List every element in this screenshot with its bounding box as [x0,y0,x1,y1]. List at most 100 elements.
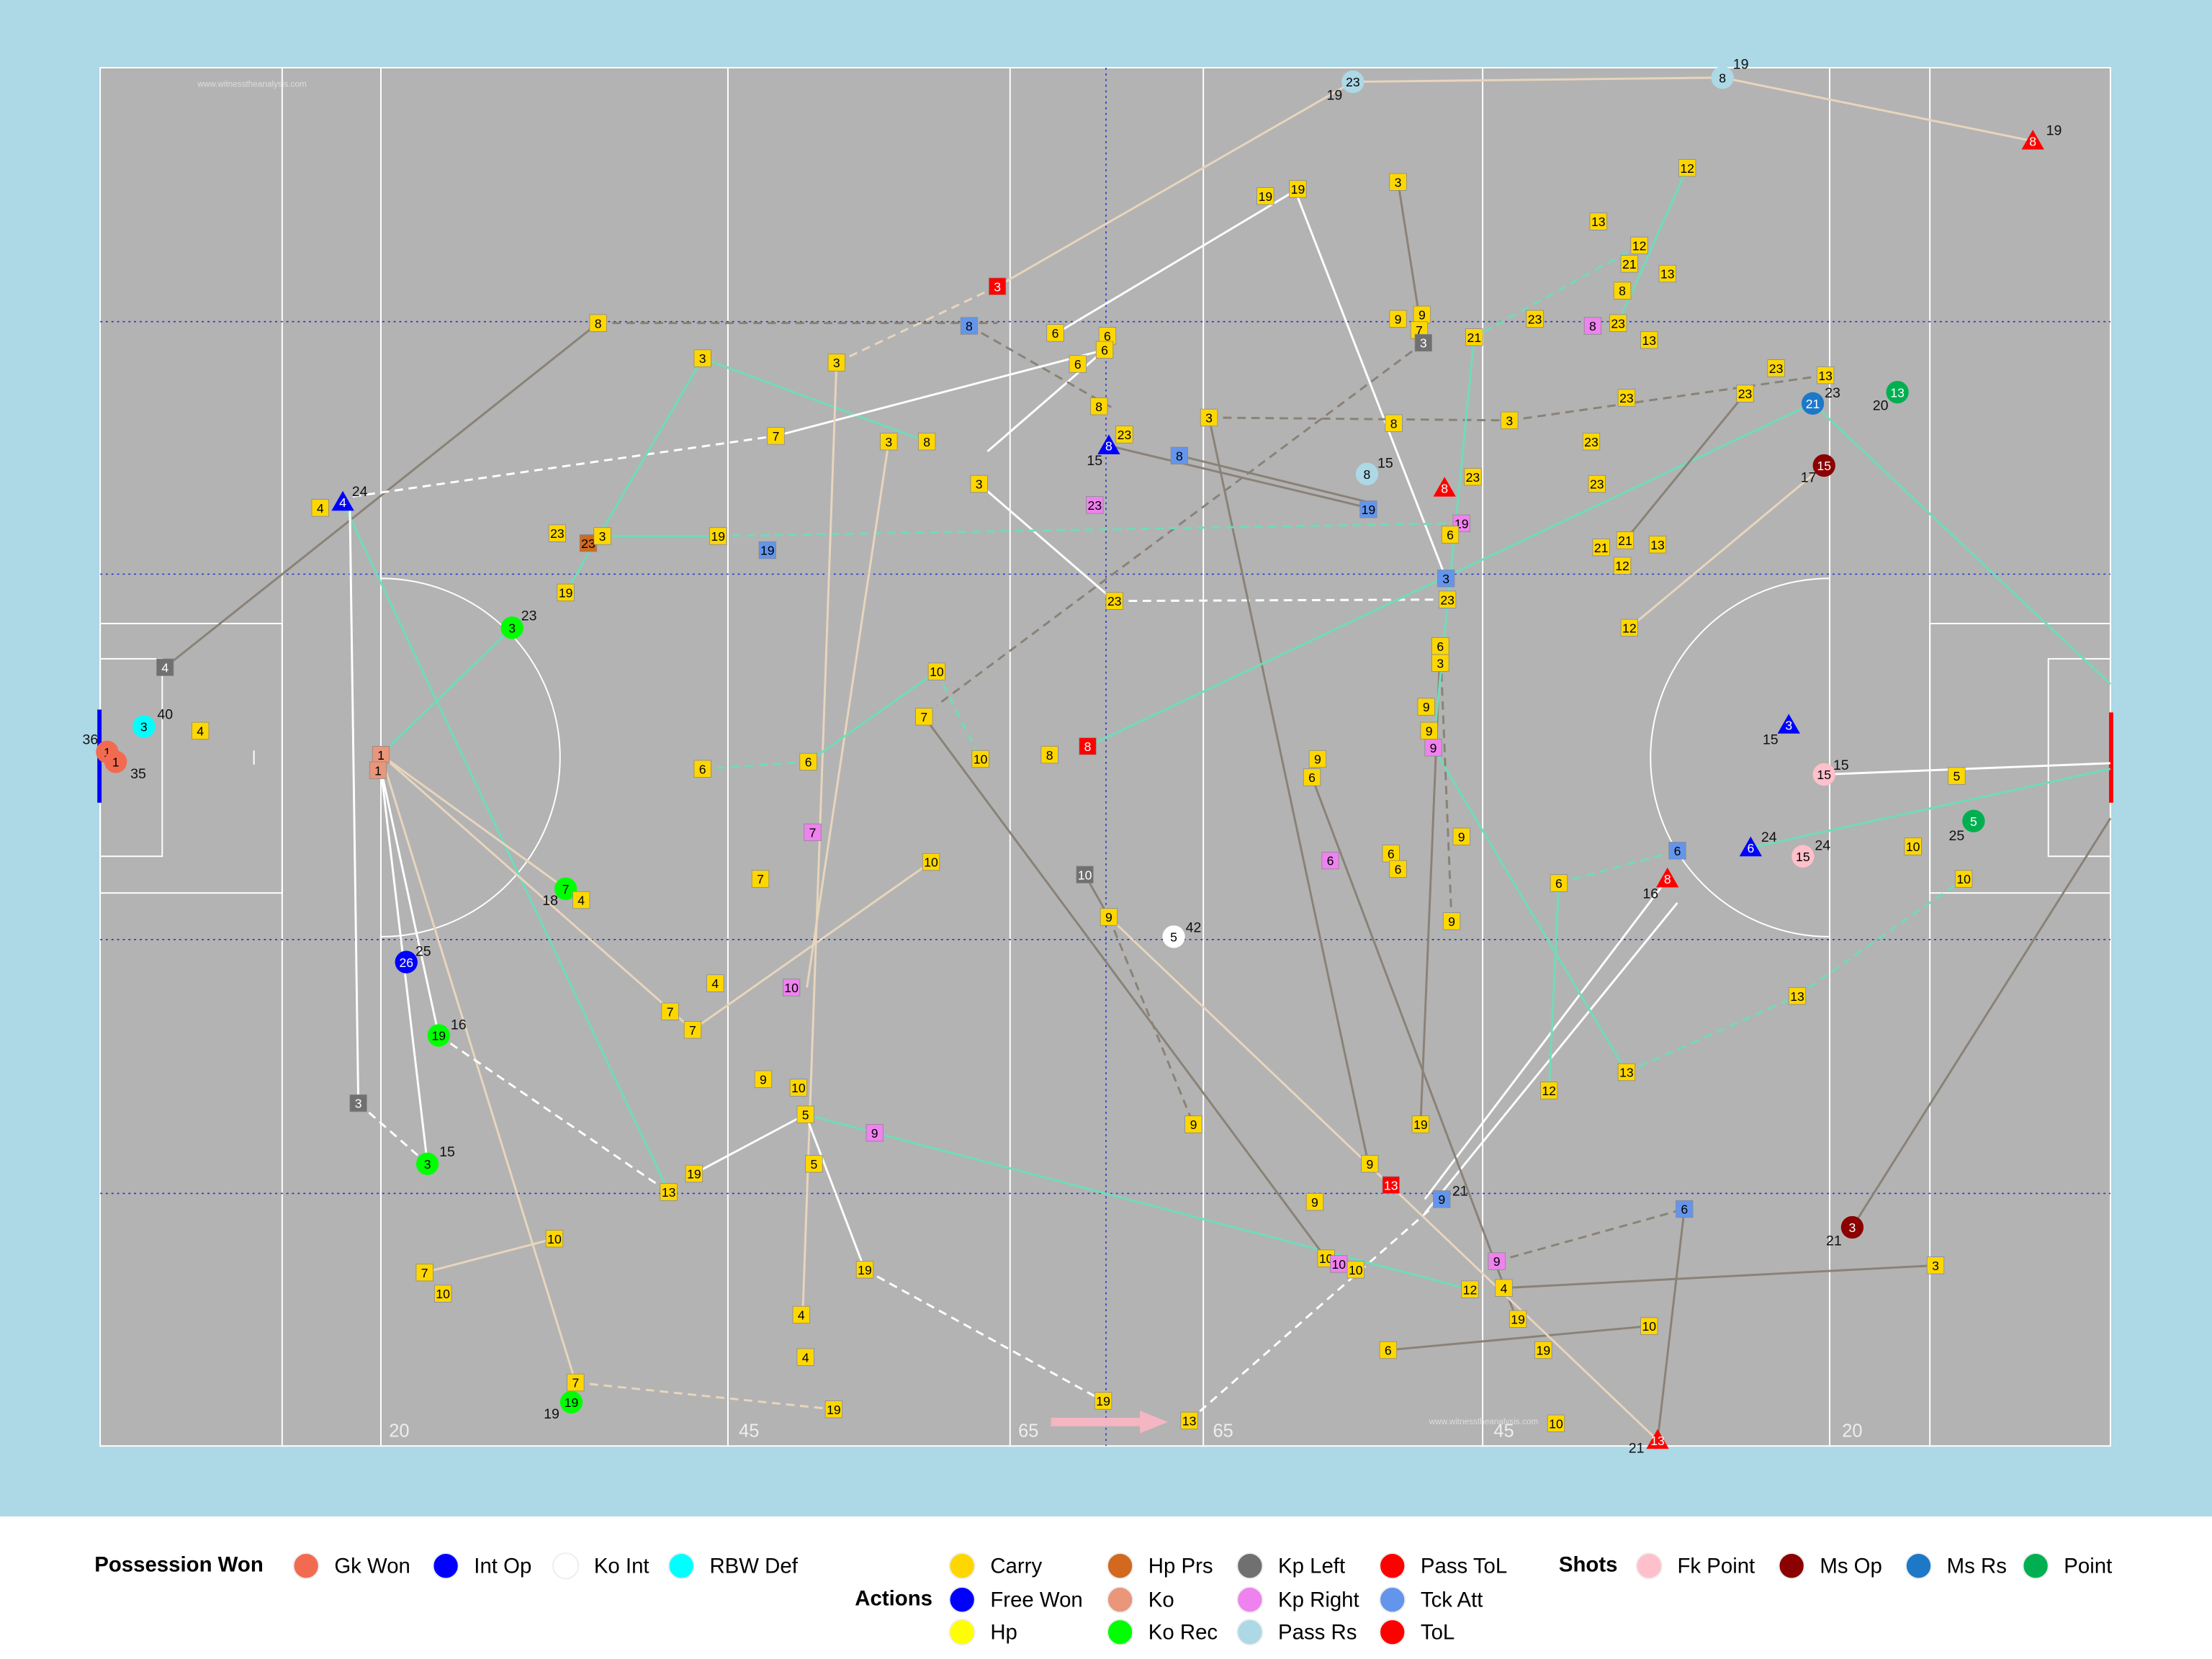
marker-label: 3 [1442,572,1449,586]
marker-square [1582,433,1601,451]
marker-square [1616,531,1635,549]
marker-label: 3 [1849,1220,1856,1235]
marker-square [1788,987,1807,1005]
marker-label: 8 [1664,872,1671,886]
event-line [692,860,932,1031]
marker-note: 35 [130,766,146,782]
marker-square [1094,1392,1112,1410]
marker-triangle [1739,836,1763,857]
marker-label: 12 [1680,161,1694,176]
marker-label: 9 [1426,724,1433,738]
marker-square [1547,1414,1565,1432]
marker-label: 12 [1615,559,1629,573]
marker-square [1321,851,1339,870]
marker-label: 10 [791,1081,806,1095]
event-line [565,357,703,593]
event-line [575,1381,835,1411]
marker-square [1303,768,1321,786]
legend-label: Int Op [474,1554,531,1578]
marker-label: 21 [1594,541,1609,555]
legend-label: Kp Right [1278,1588,1359,1611]
marker-square [1676,1200,1694,1218]
marker-square [1086,496,1104,514]
marker-label: 9 [1419,308,1426,323]
marker-square [1385,414,1403,432]
marker-note: 23 [521,608,537,624]
marker-label: 23 [1584,435,1599,449]
marker-label: 4 [339,495,346,510]
marker-square [1361,1155,1379,1173]
marker-note: 24 [1815,838,1830,854]
marker-label: 8 [1619,284,1626,298]
marker-note: 16 [451,1017,467,1033]
marker-label: 23 [1440,593,1455,607]
marker-circle [427,1024,450,1047]
marker-note: 15 [1087,453,1102,469]
marker-square [1090,397,1108,415]
marker-note: 36 [82,732,98,748]
marker-square [693,349,711,367]
marker-note: 24 [1761,830,1777,845]
marker-square [589,314,607,332]
marker-square [1389,310,1407,328]
marker-square [758,541,776,559]
marker-note: 15 [1377,456,1393,472]
marker-label: 3 [833,356,840,370]
legend-swatch [2022,1552,2049,1580]
marker-square [1431,654,1449,672]
marker-square [1438,590,1457,608]
marker-label: 4 [802,1350,809,1364]
marker-note: 24 [352,484,368,500]
marker-circle [132,715,156,738]
marker-square [855,1261,874,1279]
event-line [1722,76,2033,143]
marker-label: 5 [802,1107,809,1122]
marker-label: 10 [974,752,988,767]
marker-triangle [2021,130,2044,150]
marker-note: 23 [1825,385,1840,401]
marker-square [1926,1256,1945,1274]
marker-label: 1 [104,745,111,760]
marker-label: 9 [1430,741,1437,755]
event-line [1824,762,2110,776]
marker-label: 3 [699,351,706,366]
event-line [836,285,998,364]
legend-title: Actions [855,1586,932,1610]
event-line [352,434,776,498]
marker-square [1461,1280,1479,1298]
marker-square [918,433,936,451]
marker-label: 3 [140,720,148,734]
marker-label: 6 [1395,862,1402,876]
legend-swatch [667,1552,695,1580]
marker-label: 8 [1095,400,1102,414]
marker-label: 13 [1642,333,1656,348]
marker-label: 10 [924,855,938,870]
event-line [1656,1208,1686,1441]
marker-label: 23 [581,536,595,551]
legend-label: Point [2064,1554,2112,1578]
marker-label: 19 [559,585,573,600]
marker-square [1955,870,1973,888]
marker-square [685,1164,703,1183]
marker-square [805,1155,823,1173]
marker-square [1256,187,1274,205]
marker-circle [1162,925,1185,948]
marker-square [1488,1252,1506,1270]
marker-square [192,721,210,740]
marker-square [1100,908,1118,926]
marker-square [706,974,724,992]
marker-label: 19 [432,1029,446,1043]
legend-swatch [1905,1552,1933,1580]
event-line [349,508,360,1104]
marker-label: 4 [577,894,585,908]
marker-square [1613,282,1632,300]
marker-note: 25 [1948,828,1964,844]
marker-label: 3 [1506,413,1513,428]
marker-label: 8 [1719,71,1726,85]
marker-square [767,427,785,445]
pitch-labels: 20 45 65 65 45 20www.witnesstheanalysis.comww… [197,80,1862,1442]
marker-note: 18 [542,893,558,909]
event-line [805,1113,1470,1291]
marker-label: 3 [976,477,983,492]
marker-label: 6 [1104,329,1111,343]
